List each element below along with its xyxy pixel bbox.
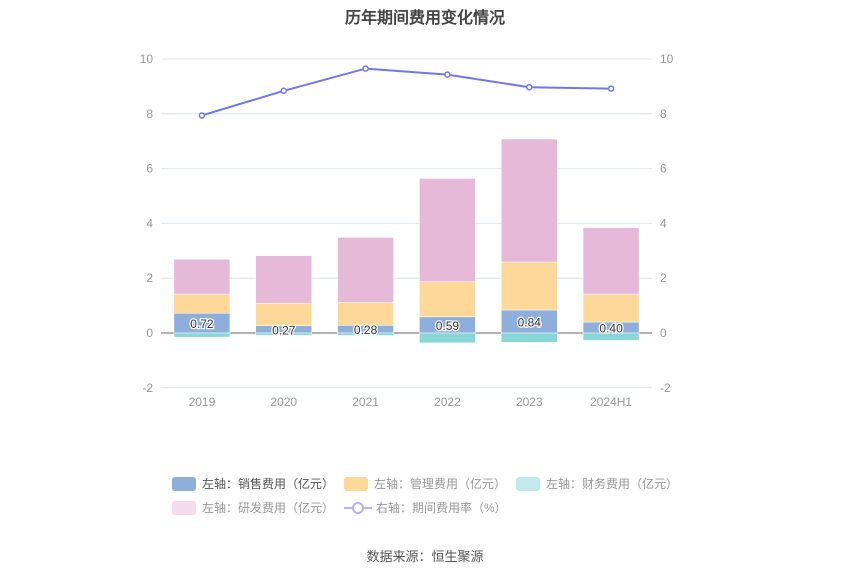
bar	[582, 293, 640, 323]
line-point	[280, 87, 287, 95]
legend-label: 左轴：财务费用（亿元）	[546, 477, 679, 491]
bar	[501, 138, 558, 263]
bar	[255, 303, 312, 326]
line-series	[201, 67, 612, 117]
bar	[173, 259, 231, 295]
legend-item[interactable]: 右轴：期间费用率（%）	[344, 499, 507, 516]
data-label: 0.84	[518, 315, 542, 329]
legend-item[interactable]: 左轴：财务费用（亿元）	[516, 475, 678, 492]
right-tick-label: 8	[660, 107, 667, 121]
legend-item[interactable]: 左轴：研发费用（亿元）	[172, 499, 334, 516]
line-point	[444, 71, 451, 78]
legend-label: 左轴：销售费用（亿元）	[202, 477, 335, 491]
bar	[337, 302, 394, 326]
bar	[255, 255, 312, 304]
right-tick-label: -2	[660, 381, 671, 395]
right-tick-label: 0	[660, 326, 667, 340]
x-tick-label: 2022	[434, 395, 461, 409]
bar	[501, 332, 558, 343]
bar	[419, 281, 476, 318]
data-label: 0.28	[354, 323, 378, 337]
left-tick-label: 8	[146, 107, 153, 121]
line-point	[198, 112, 206, 119]
line-point	[526, 83, 533, 91]
legend-item[interactable]: 左轴：销售费用（亿元）	[172, 475, 334, 492]
left-tick-label: 10	[140, 52, 154, 66]
data-label: 0.40	[599, 322, 623, 336]
bar	[419, 178, 476, 283]
right-tick-label: 10	[660, 52, 674, 66]
data-source: 数据来源：恒生聚源	[366, 549, 484, 564]
data-label: 0.27	[272, 323, 296, 337]
bar	[255, 332, 312, 336]
bar	[173, 293, 231, 314]
legend-swatch	[516, 476, 540, 491]
bar	[337, 237, 394, 303]
data-label: 0.59	[436, 319, 460, 333]
line-legend-icon	[344, 501, 372, 514]
chart-title: 历年期间费用变化情况	[344, 10, 505, 27]
chart-plot: -2 -2 0 0 2 2 4 4 6 6 8 8 10 10 2019 0.72 2020 0.27 2021 0.…	[140, 52, 674, 409]
left-tick-label: 4	[146, 216, 153, 230]
x-tick-label: 2020	[270, 395, 297, 409]
left-tick-label: 2	[146, 271, 153, 285]
legend-swatch	[172, 476, 196, 491]
data-label: 0.72	[190, 317, 214, 331]
legend-item[interactable]: 左轴：管理费用（亿元）	[344, 475, 506, 492]
x-tick-label: 2021	[352, 395, 379, 409]
legend-swatch	[344, 476, 368, 491]
bar	[501, 261, 558, 311]
legend-label: 左轴：管理费用（亿元）	[374, 477, 507, 491]
x-tick-label: 2019	[189, 395, 216, 409]
legend-label: 左轴：研发费用（亿元）	[202, 501, 335, 515]
x-tick-label: 2024H1	[590, 395, 632, 409]
bar	[173, 332, 231, 338]
right-tick-label: 2	[660, 271, 667, 285]
right-tick-label: 6	[660, 162, 667, 176]
left-tick-label: 0	[146, 326, 153, 340]
left-tick-label: 6	[146, 162, 153, 176]
bar	[419, 332, 476, 344]
line-point	[607, 85, 615, 92]
bar	[582, 227, 640, 295]
bar	[337, 332, 394, 336]
right-tick-label: 4	[660, 216, 667, 230]
left-tick-label: -2	[142, 381, 153, 395]
legend-swatch	[172, 500, 196, 515]
legend-label: 右轴：期间费用率（%）	[376, 501, 507, 515]
bar	[582, 332, 640, 341]
line-point	[362, 65, 369, 72]
x-tick-label: 2023	[516, 395, 543, 409]
